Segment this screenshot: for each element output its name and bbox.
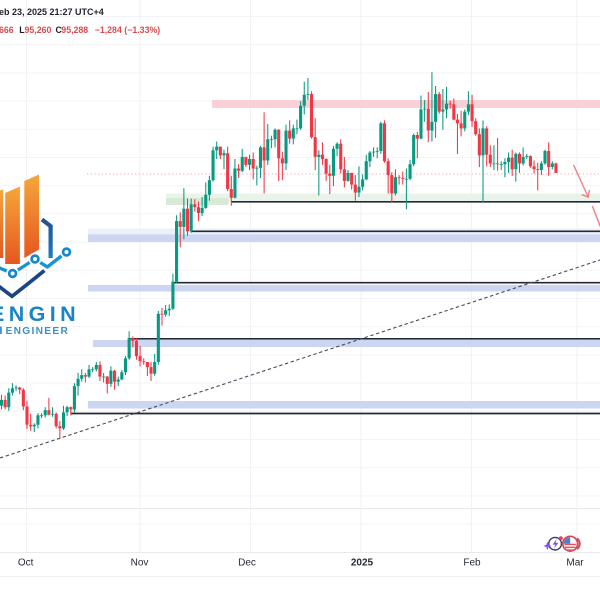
svg-text:Nov: Nov [131, 558, 149, 569]
svg-text:Oct: Oct [18, 558, 34, 569]
svg-text:Feb: Feb [463, 558, 481, 569]
svg-text:95,288: 95,288 [61, 25, 88, 35]
svg-text:95,260: 95,260 [25, 25, 52, 35]
svg-text:eb 23, 2025 21:27 UTC+4: eb 23, 2025 21:27 UTC+4 [0, 7, 104, 17]
svg-text:666: 666 [0, 25, 14, 35]
svg-text:L: L [19, 25, 25, 35]
svg-text:C: C [56, 25, 63, 35]
svg-text:−1,284 (−1.33%): −1,284 (−1.33%) [95, 25, 161, 35]
svg-text:Mar: Mar [566, 558, 584, 569]
svg-text:Dec: Dec [238, 558, 256, 569]
svg-text:ENGIN: ENGIN [0, 302, 80, 326]
svg-text:2025: 2025 [351, 558, 374, 569]
svg-text:ENGINEER: ENGINEER [6, 326, 70, 337]
